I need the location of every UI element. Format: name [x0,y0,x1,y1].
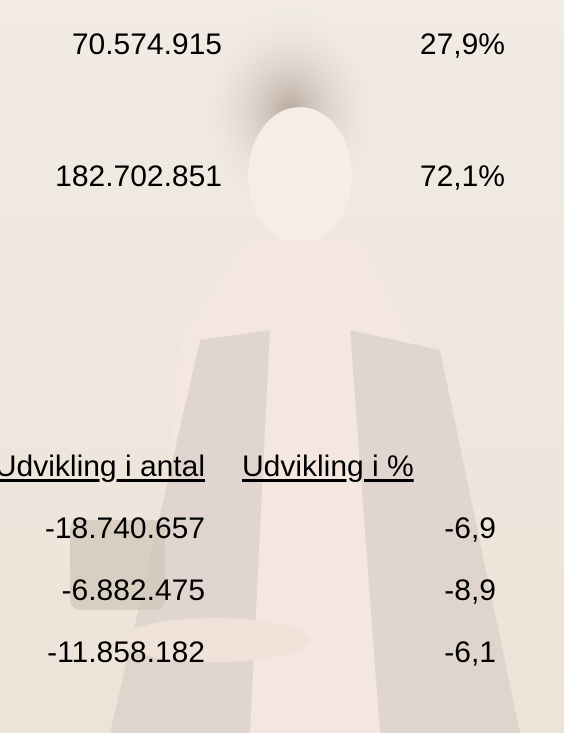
face [248,107,352,243]
hands [120,618,310,662]
cardigan-right [350,330,520,733]
count: 182.702.851 [55,160,222,193]
column-header: Udvikling i antal [0,450,205,483]
cell: -11.858.182 [47,636,205,669]
count: 70.574.915 [71,28,222,61]
cell: -8,9 [444,574,496,607]
flower-pot [70,520,165,610]
cell: -6.882.475 [61,574,205,607]
share: 27,9% [419,28,505,61]
cell: -6,9 [444,512,496,545]
column-header: Udvikling i % [242,450,414,483]
cell: -18.740.657 [44,512,205,545]
cell: -6,1 [444,636,496,669]
share: 72,1% [419,160,505,193]
